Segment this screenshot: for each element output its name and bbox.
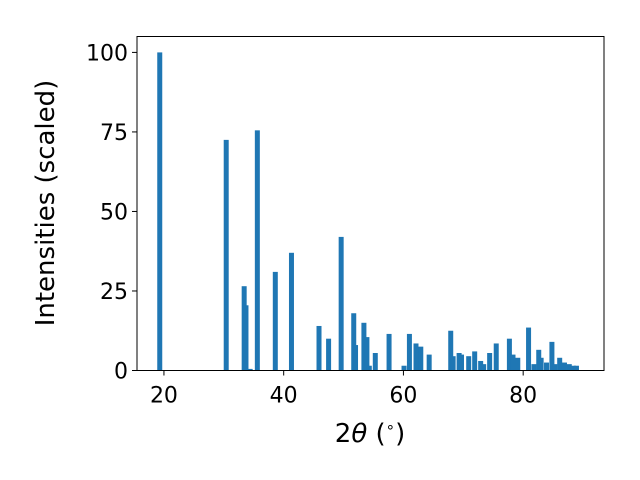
bar (223, 139, 229, 371)
x-tick-label: 20 (150, 384, 178, 409)
bar (459, 354, 465, 371)
bar (353, 345, 359, 371)
x-tick-label: 80 (509, 384, 537, 409)
bar (157, 52, 163, 371)
y-tick-label: 75 (100, 121, 128, 146)
bar (386, 333, 392, 371)
bar (493, 343, 499, 371)
bar (243, 305, 249, 371)
bar (573, 365, 579, 371)
bar (515, 357, 521, 371)
bar (288, 252, 294, 371)
bar (538, 357, 544, 371)
x-tick-label: 40 (270, 384, 298, 409)
bar (531, 364, 537, 371)
y-axis-title: Intensities (scaled) (31, 80, 61, 327)
bar (366, 365, 372, 371)
bar (487, 353, 493, 371)
bar (254, 130, 260, 371)
bar (466, 356, 472, 371)
bar (526, 327, 532, 371)
bar (510, 354, 516, 371)
bar (316, 325, 322, 371)
plot-frame (136, 36, 605, 371)
x-axis-ticks: 20 40 60 80 (150, 370, 537, 409)
bar (413, 343, 419, 371)
bar (450, 356, 456, 371)
y-tick-label: 0 (114, 360, 128, 385)
bar (448, 330, 454, 371)
bar (478, 360, 484, 371)
x-axis-title: 2θ (∘) (335, 418, 405, 449)
bar (552, 364, 558, 371)
bar (549, 341, 555, 371)
bar-series (157, 52, 579, 371)
bar (557, 357, 563, 371)
bar (406, 333, 412, 371)
bar (472, 351, 478, 371)
bar (481, 364, 487, 371)
bar (506, 338, 512, 371)
bar (544, 362, 550, 371)
y-axis-ticks: 0 25 50 75 100 (86, 41, 137, 385)
bar (401, 365, 407, 371)
bar (351, 313, 357, 371)
bar (561, 362, 567, 371)
x-tick-label: 60 (389, 384, 417, 409)
bar (418, 346, 424, 371)
bar (272, 271, 278, 371)
y-tick-label: 50 (100, 200, 128, 225)
bar (372, 353, 378, 371)
bar (364, 337, 370, 371)
bar (326, 338, 332, 371)
bar (566, 364, 572, 371)
bar (247, 368, 253, 371)
y-tick-label: 100 (86, 41, 128, 66)
y-tick-label: 25 (100, 280, 128, 305)
bar (426, 354, 432, 371)
bar (570, 365, 576, 371)
bar (361, 322, 367, 371)
bar (338, 236, 344, 371)
